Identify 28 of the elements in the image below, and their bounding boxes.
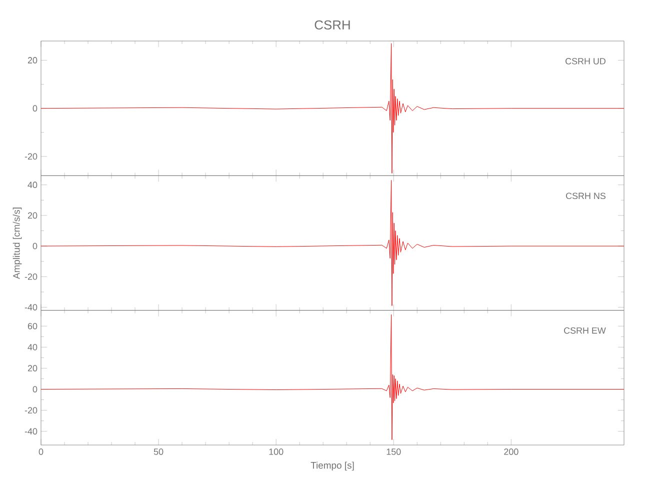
x-tick-label: 150	[386, 448, 401, 455]
annotation: CSRH NS	[566, 192, 606, 200]
y-tick-label: -40	[24, 304, 38, 310]
y-tick-label: 20	[28, 57, 38, 64]
y-tick-label: 0	[32, 242, 38, 250]
y-tick-label: 0	[32, 386, 38, 392]
x-tick-label: 0	[38, 448, 44, 455]
x-tick-label: 200	[504, 448, 518, 455]
x-tick-label: 100	[269, 448, 284, 455]
y-tick-label: 20	[28, 212, 38, 219]
y-tick-label: 20	[28, 365, 38, 372]
line-series	[41, 314, 624, 440]
x-axis-title: Tiempo [s]	[310, 462, 354, 471]
y-tick-label: -40	[24, 428, 38, 435]
y-tick-label: -20	[24, 407, 38, 414]
annotation: CSRH EW	[564, 327, 606, 334]
chart-title: CSRH	[314, 20, 350, 30]
x-tick-label: 50	[154, 448, 164, 455]
y-tick-label: 40	[28, 182, 38, 188]
annotation: CSRH UD	[566, 58, 606, 64]
y-tick-label: 60	[28, 322, 38, 330]
y-tick-label: 40	[28, 344, 38, 350]
line-series	[41, 43, 624, 174]
y-tick-label: -20	[24, 273, 38, 280]
y-tick-label: 0	[32, 105, 38, 112]
y-axis-title: Amplitud [cm/s/s]	[12, 208, 22, 280]
line-series	[41, 180, 624, 306]
y-tick-label: -20	[24, 153, 38, 160]
